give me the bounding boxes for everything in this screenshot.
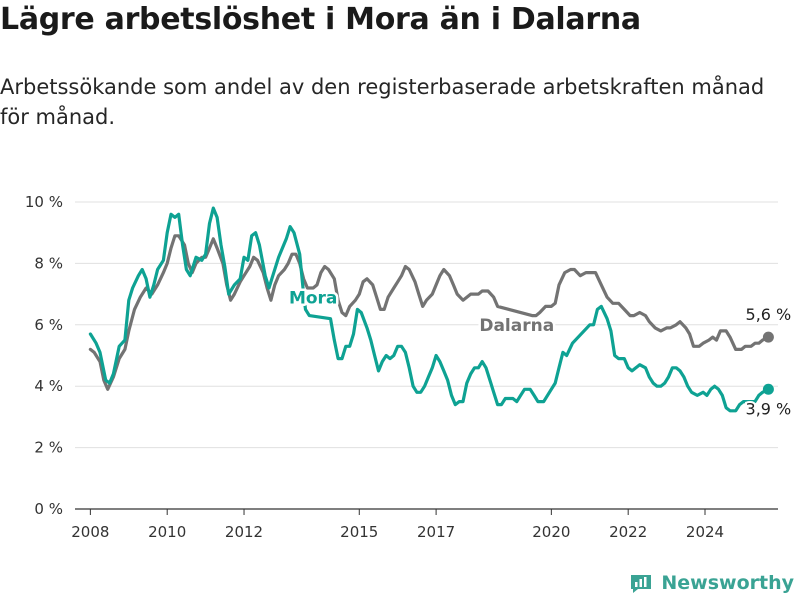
x-tick-label: 2017 [417, 523, 455, 541]
y-tick-label: 4 % [34, 377, 63, 395]
series-line-mora [88, 206, 770, 413]
chart-subtitle: Arbetssökande som andel av den registerb… [0, 75, 765, 129]
newsworthy-logo[interactable]: Newsworthy [629, 572, 794, 594]
chart-title: Lägre arbetslöshet i Mora än i Dalarna [0, 2, 641, 37]
gridlines [75, 201, 778, 510]
y-tick-label: 10 % [25, 193, 63, 211]
series-lines [88, 206, 774, 413]
series-label-dalarna: Dalarna [479, 316, 554, 336]
end-label-dalarna: 5,6 % [746, 305, 792, 324]
y-tick-label: 2 % [34, 439, 63, 457]
x-tick-label: 2020 [532, 523, 570, 541]
x-tick-label: 2015 [340, 523, 378, 541]
y-tick-label: 6 % [34, 316, 63, 334]
end-point-mora [762, 383, 774, 395]
end-point-dalarna [762, 331, 774, 343]
series-labels: Dalarna Mora 5,6 % 3,9 % [286, 286, 793, 420]
series-label-mora: Mora [289, 288, 337, 308]
x-tick-label: 2024 [686, 523, 724, 541]
brand-name: Newsworthy [661, 572, 794, 594]
axes: 0 % 2 % 4 % 6 % 8 % 10 % 2008 2010 2012 2015 2017 2… [25, 193, 724, 541]
newsworthy-icon [631, 575, 652, 593]
x-tick-label: 2008 [71, 523, 109, 541]
x-tick-label: 2012 [225, 523, 263, 541]
x-tick-label: 2010 [148, 523, 186, 541]
series-line-dalarna [88, 234, 770, 391]
x-tick-label: 2022 [609, 523, 647, 541]
y-tick-label: 8 % [34, 254, 63, 272]
end-label-mora: 3,9 % [746, 399, 792, 418]
y-tick-label: 0 % [34, 500, 63, 518]
